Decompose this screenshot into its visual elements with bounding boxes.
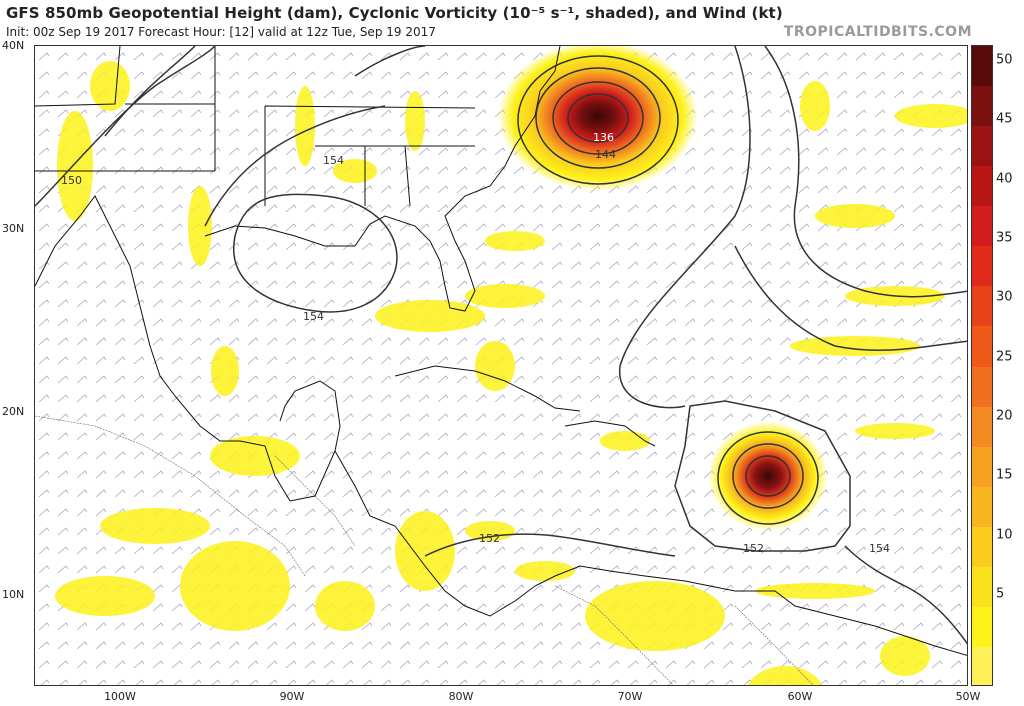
- colorbar-segment: [972, 246, 992, 287]
- hurricane-jose-vorticity: [498, 46, 698, 191]
- colorbar-tick-label: 5: [996, 586, 1005, 602]
- colorbar-segment: [972, 526, 992, 567]
- colorbar-tick-label: 25: [996, 349, 1013, 365]
- lon-label-60w: 60W: [787, 690, 813, 703]
- lon-label-70w: 70W: [617, 690, 643, 703]
- contour-labels: 150 154 154 136 144 152 152 154: [61, 131, 890, 555]
- height-contours: [35, 46, 967, 645]
- colorbar-segment: [972, 486, 992, 527]
- lat-label-10n: 10N: [2, 588, 25, 601]
- lat-label-30n: 30N: [2, 222, 25, 235]
- lat-label-40n: 40N: [2, 39, 25, 52]
- colorbar-tick-label: 50: [996, 52, 1013, 68]
- vorticity-colorbar: [971, 45, 993, 686]
- hurricane-maria-vorticity: [708, 421, 828, 531]
- colorbar-segment: [972, 286, 992, 327]
- map-title: GFS 850mb Geopotential Height (dam), Cyc…: [6, 4, 783, 22]
- colorbar-segment: [972, 566, 992, 607]
- map-subtitle: Init: 00z Sep 19 2017 Forecast Hour: [12…: [6, 25, 436, 39]
- contour-label: 150: [61, 174, 82, 187]
- colorbar-tick-label: 40: [996, 171, 1013, 187]
- colorbar-tick-label: 35: [996, 230, 1013, 246]
- country-borders: [35, 415, 814, 685]
- contour-label: 144: [595, 148, 616, 161]
- weather-map[interactable]: 150 154 154 136 144 152 152 154: [34, 45, 968, 686]
- colorbar-segment: [972, 406, 992, 447]
- colorbar-tick-label: 20: [996, 408, 1013, 424]
- colorbar-segment: [972, 366, 992, 407]
- colorbar-segment: [972, 206, 992, 247]
- colorbar-segment: [972, 166, 992, 207]
- contour-label: 152: [479, 532, 500, 545]
- contour-label: 136: [593, 131, 614, 144]
- colorbar-tick-label: 45: [996, 111, 1013, 127]
- vorticity-shading: [55, 61, 967, 685]
- map-canvas: 150 154 154 136 144 152 152 154: [35, 46, 967, 685]
- lon-label-100w: 100W: [104, 690, 136, 703]
- contour-label: 152: [743, 542, 764, 555]
- colorbar-tick-label: 10: [996, 527, 1013, 543]
- colorbar-segment: [972, 606, 992, 647]
- colorbar-segment: [972, 646, 992, 685]
- lon-label-90w: 90W: [279, 690, 305, 703]
- colorbar-segment: [972, 86, 992, 127]
- lon-label-80w: 80W: [448, 690, 474, 703]
- colorbar-segment: [972, 126, 992, 167]
- coastlines: [35, 46, 967, 656]
- brand-link[interactable]: TROPICALTIDBITS.COM: [783, 24, 972, 40]
- colorbar-segment: [972, 46, 992, 87]
- contour-label: 154: [869, 542, 890, 555]
- colorbar-tick-label: 15: [996, 467, 1013, 483]
- colorbar-segment: [972, 446, 992, 487]
- contour-label: 154: [303, 310, 324, 323]
- colorbar-tick-label: 30: [996, 289, 1013, 305]
- lon-label-50w: 50W: [955, 690, 981, 703]
- colorbar-segment: [972, 326, 992, 367]
- lat-label-20n: 20N: [2, 405, 25, 418]
- contour-label: 154: [323, 154, 344, 167]
